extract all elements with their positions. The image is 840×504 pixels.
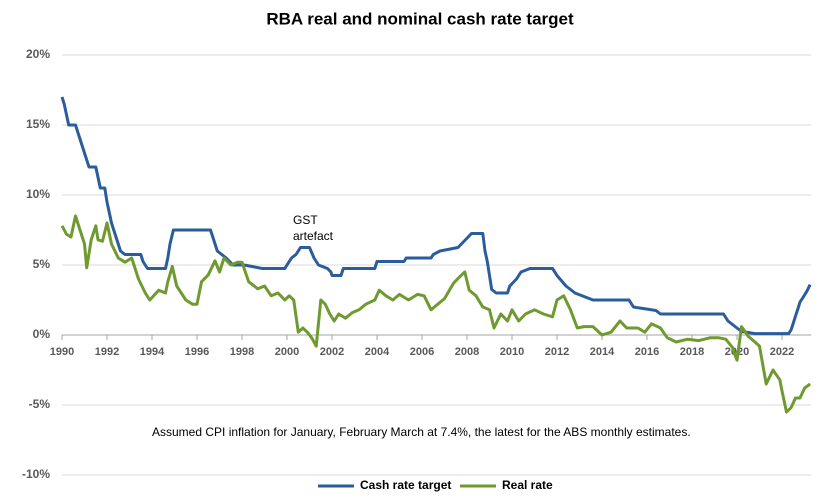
x-tick-label: 2002 bbox=[320, 346, 344, 358]
legend-label: Real rate bbox=[502, 478, 553, 492]
x-tick-label: 2004 bbox=[365, 346, 390, 358]
y-tick-label: 20% bbox=[26, 47, 50, 61]
legend-label: Cash rate target bbox=[360, 478, 451, 492]
x-tick-label: 2022 bbox=[770, 346, 794, 358]
x-tick-label: 2006 bbox=[410, 346, 434, 358]
x-tick-label: 1998 bbox=[230, 346, 254, 358]
x-tick-label: 2010 bbox=[500, 346, 524, 358]
chart-title: RBA real and nominal cash rate target bbox=[266, 9, 574, 28]
y-tick-label: 5% bbox=[33, 257, 51, 271]
x-tick-label: 1994 bbox=[140, 346, 165, 358]
x-tick-label: 2012 bbox=[545, 346, 569, 358]
x-tick-label: 1990 bbox=[50, 346, 74, 358]
x-tick-label: 1992 bbox=[95, 346, 119, 358]
series-line bbox=[60, 96, 812, 336]
y-tick-label: -5% bbox=[29, 397, 51, 411]
x-tick-label: 1996 bbox=[185, 346, 209, 358]
y-tick-label: 10% bbox=[26, 187, 50, 201]
x-tick-label: 2018 bbox=[680, 346, 704, 358]
x-tick-label: 2008 bbox=[455, 346, 479, 358]
x-tick-label: 2014 bbox=[590, 346, 615, 358]
x-tick-label: 2000 bbox=[275, 346, 299, 358]
series-line bbox=[60, 214, 811, 414]
x-tick-label: 2016 bbox=[635, 346, 659, 358]
y-tick-label: 0% bbox=[33, 327, 51, 341]
annotation: GST artefact bbox=[293, 213, 334, 243]
annotation: Assumed CPI inflation for January, Febru… bbox=[152, 425, 691, 439]
y-tick-label: -10% bbox=[22, 467, 50, 481]
y-tick-label: 15% bbox=[26, 117, 50, 131]
